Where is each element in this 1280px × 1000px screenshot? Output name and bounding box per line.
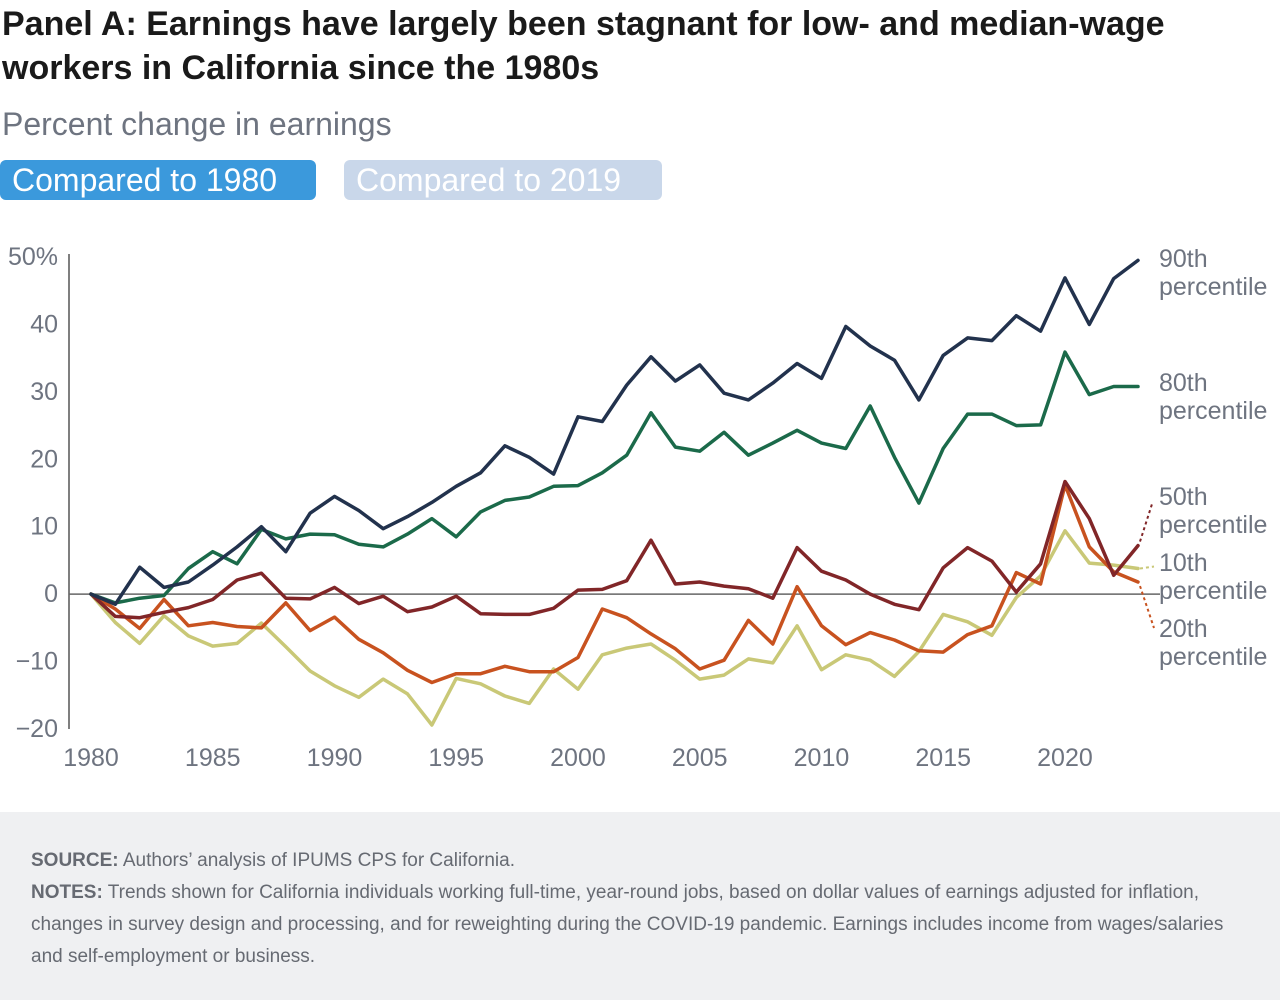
- y-tick-label: −10: [16, 648, 58, 676]
- x-tick-label: 1990: [307, 744, 363, 772]
- x-tick-label: 1980: [63, 744, 119, 772]
- source-label: SOURCE:: [31, 850, 119, 871]
- chart-title: Panel A: Earnings have largely been stag…: [2, 5, 1165, 87]
- series-label-80th: 80th: [1159, 369, 1208, 397]
- y-tick-label: 20: [30, 445, 58, 473]
- x-tick-label: 2020: [1037, 744, 1093, 772]
- y-tick-label: 10: [30, 513, 58, 541]
- x-tick-label: 2000: [550, 744, 606, 772]
- compared-to-1980-button[interactable]: Compared to 1980: [0, 160, 316, 200]
- series-label-50th: percentile: [1159, 511, 1267, 539]
- x-tick-label: 2015: [915, 744, 971, 772]
- notes-label: NOTES:: [31, 882, 103, 903]
- x-tick-label: 1985: [185, 744, 241, 772]
- series-label-20th: 20th: [1159, 615, 1208, 643]
- x-tick-label: 2010: [794, 744, 850, 772]
- source-note: SOURCE: Authors’ analysis of IPUMS CPS f…: [31, 845, 1231, 877]
- line-chart: −20 −10 0 10 20 30 40 50% 1980 1985 1990 1995 2000 20…: [8, 243, 1267, 772]
- series-label-10th: percentile: [1159, 577, 1267, 605]
- y-tick-label: 40: [30, 310, 58, 338]
- series-line-80th: [89, 350, 1140, 605]
- x-tick-label: 1995: [428, 744, 484, 772]
- series-line-50th: [89, 479, 1140, 620]
- y-tick-label: 50%: [8, 243, 58, 271]
- source-text: Authors’ analysis of IPUMS CPS for Calif…: [122, 850, 515, 871]
- series-label-90th: percentile: [1159, 273, 1267, 301]
- leader-20th: [1139, 585, 1155, 629]
- series-label-20th: percentile: [1159, 643, 1267, 671]
- chart-footer: SOURCE: Authors’ analysis of IPUMS CPS f…: [0, 812, 1280, 1000]
- compared-to-2019-button[interactable]: Compared to 2019: [344, 160, 662, 200]
- notes-text: Trends shown for California individuals …: [31, 882, 1224, 967]
- series-label-50th: 50th: [1159, 483, 1208, 511]
- y-tick-label: −20: [16, 715, 58, 743]
- series-line-90th: [89, 258, 1140, 607]
- chart-subtitle: Percent change in earnings: [2, 106, 392, 142]
- leader-10th: [1139, 565, 1155, 570]
- series-line-10th: [89, 529, 1140, 727]
- leader-50th: [1139, 503, 1153, 542]
- series-line-20th: [89, 483, 1140, 685]
- notes-note: NOTES: Trends shown for California indiv…: [31, 877, 1231, 973]
- series-label-10th: 10th: [1159, 549, 1208, 577]
- series-label-80th: percentile: [1159, 397, 1267, 425]
- y-tick-label: 0: [44, 580, 58, 608]
- series-label-90th: 90th: [1159, 245, 1208, 273]
- x-tick-label: 2005: [672, 744, 728, 772]
- y-tick-label: 30: [30, 378, 58, 406]
